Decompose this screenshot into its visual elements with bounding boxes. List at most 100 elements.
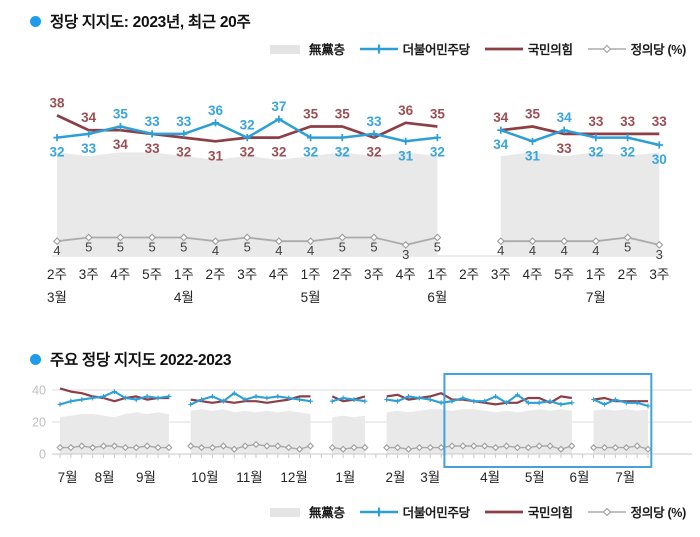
diamond-marker [350, 444, 358, 452]
plus-marker [624, 134, 632, 142]
bottom-legend: 無黨층 더불어민주당 국민의힘 정의당 (%) [266, 502, 686, 521]
diamond-marker [306, 442, 315, 450]
chart-label: 7월 [615, 470, 635, 485]
diamond-marker [296, 445, 304, 453]
chart-label: 5 [244, 240, 251, 255]
plus-marker [79, 397, 85, 402]
diamond-marker [415, 444, 423, 452]
plus-marker [602, 402, 607, 407]
plus-marker [338, 134, 346, 142]
chart-label: 4주 [396, 267, 416, 282]
chart-label: 5 [117, 240, 124, 255]
chart-label: 33 [366, 114, 382, 129]
plus-marker [525, 400, 531, 406]
chart-label: 3주 [79, 267, 99, 282]
plus-marker [90, 395, 96, 401]
chart-label: 32 [335, 145, 350, 160]
plus-marker [275, 394, 281, 399]
plus-marker [144, 394, 150, 399]
legend-swatch-line-icon [484, 47, 523, 50]
diamond-marker [274, 237, 283, 246]
plus-marker [460, 395, 466, 401]
chart-label: 4 [212, 243, 219, 258]
plus-marker [122, 395, 128, 401]
plus-marker [220, 398, 226, 404]
diamond-marker [274, 442, 282, 450]
diamond-marker [513, 444, 521, 452]
plus-marker [623, 400, 629, 406]
plus-marker [231, 390, 237, 396]
chart-label: 7월 [586, 290, 606, 305]
chart-label: 5 [434, 240, 441, 255]
chart-label: 32 [176, 145, 191, 160]
chart-label: 36 [208, 103, 224, 118]
diamond-marker [496, 237, 505, 246]
diamond-marker [470, 442, 478, 450]
plus-marker [427, 397, 433, 402]
legend-swatch-line-plus-icon [359, 44, 398, 53]
plus-marker [188, 402, 194, 407]
plus-marker [297, 397, 302, 402]
legend-item-mudang: 無黨층 [266, 39, 345, 58]
plus-marker [253, 394, 259, 399]
chart-label: 2주 [206, 267, 226, 282]
chart-label: 6월 [427, 290, 447, 305]
chart-label: 32 [271, 145, 286, 160]
bottom-chart-title: 주요 정당 지지도 2022-2023 [50, 352, 232, 369]
top-chart-header: 정당 지지도: 2023년, 최근 20주 [30, 10, 251, 32]
chart-label: 5 [624, 240, 631, 255]
plus-marker [307, 134, 315, 142]
diamond-marker [187, 442, 195, 450]
diamond-marker [143, 442, 151, 450]
legend-item-jungui: 정의당 (%) [587, 39, 686, 58]
chart-label: 1주 [174, 267, 194, 282]
plus-marker [449, 398, 455, 404]
chart-label: 32 [366, 145, 381, 160]
diamond-marker [633, 442, 641, 450]
chart-label: 3월 [47, 290, 67, 305]
legend-label: 국민의힘 [527, 506, 573, 520]
plus-marker [645, 403, 651, 409]
diamond-marker [78, 442, 86, 450]
chart-label: 34 [493, 137, 509, 152]
diamond-marker [211, 237, 220, 246]
chart-label: 37 [271, 99, 286, 114]
legend-label: 더불어민주당 [402, 506, 471, 520]
chart-label: 31 [398, 148, 414, 163]
diamond-marker [433, 233, 442, 242]
chart-label: 33 [588, 114, 604, 129]
plus-marker [560, 126, 568, 134]
diamond-marker [528, 237, 537, 246]
plus-marker [406, 394, 411, 399]
chart-label: 2주 [459, 267, 479, 282]
diamond-marker [121, 444, 129, 452]
plus-marker [199, 397, 204, 402]
plus-marker [514, 392, 520, 398]
diamond-marker [644, 445, 652, 453]
legend-label: 더불어민주당 [402, 43, 471, 57]
line-jungui [56, 440, 652, 453]
chart-label: 33 [145, 141, 161, 156]
chart-label: 4 [497, 243, 504, 258]
diamond-marker [110, 442, 119, 450]
plus-marker [558, 402, 564, 407]
chart-label: 33 [176, 114, 192, 129]
diamond-marker [89, 444, 97, 452]
plus-marker [264, 395, 270, 401]
chart-label: 40 [32, 384, 46, 398]
diamond-marker [306, 237, 315, 246]
area-mudang [57, 152, 660, 256]
chart-label: 32 [588, 145, 603, 160]
chart-label: 3 [656, 247, 663, 262]
diamond-marker [437, 444, 445, 452]
chart-label: 5월 [301, 290, 321, 305]
diamond-marker [148, 233, 157, 242]
diamond-marker [481, 442, 489, 450]
diamond-marker [502, 442, 511, 450]
plus-marker [569, 400, 575, 406]
chart-label: 32 [240, 118, 255, 133]
legend-swatch-area-icon [270, 507, 301, 517]
chart-label: 20 [32, 416, 46, 430]
chart-label: 30 [652, 152, 667, 167]
plus-marker [497, 126, 505, 134]
